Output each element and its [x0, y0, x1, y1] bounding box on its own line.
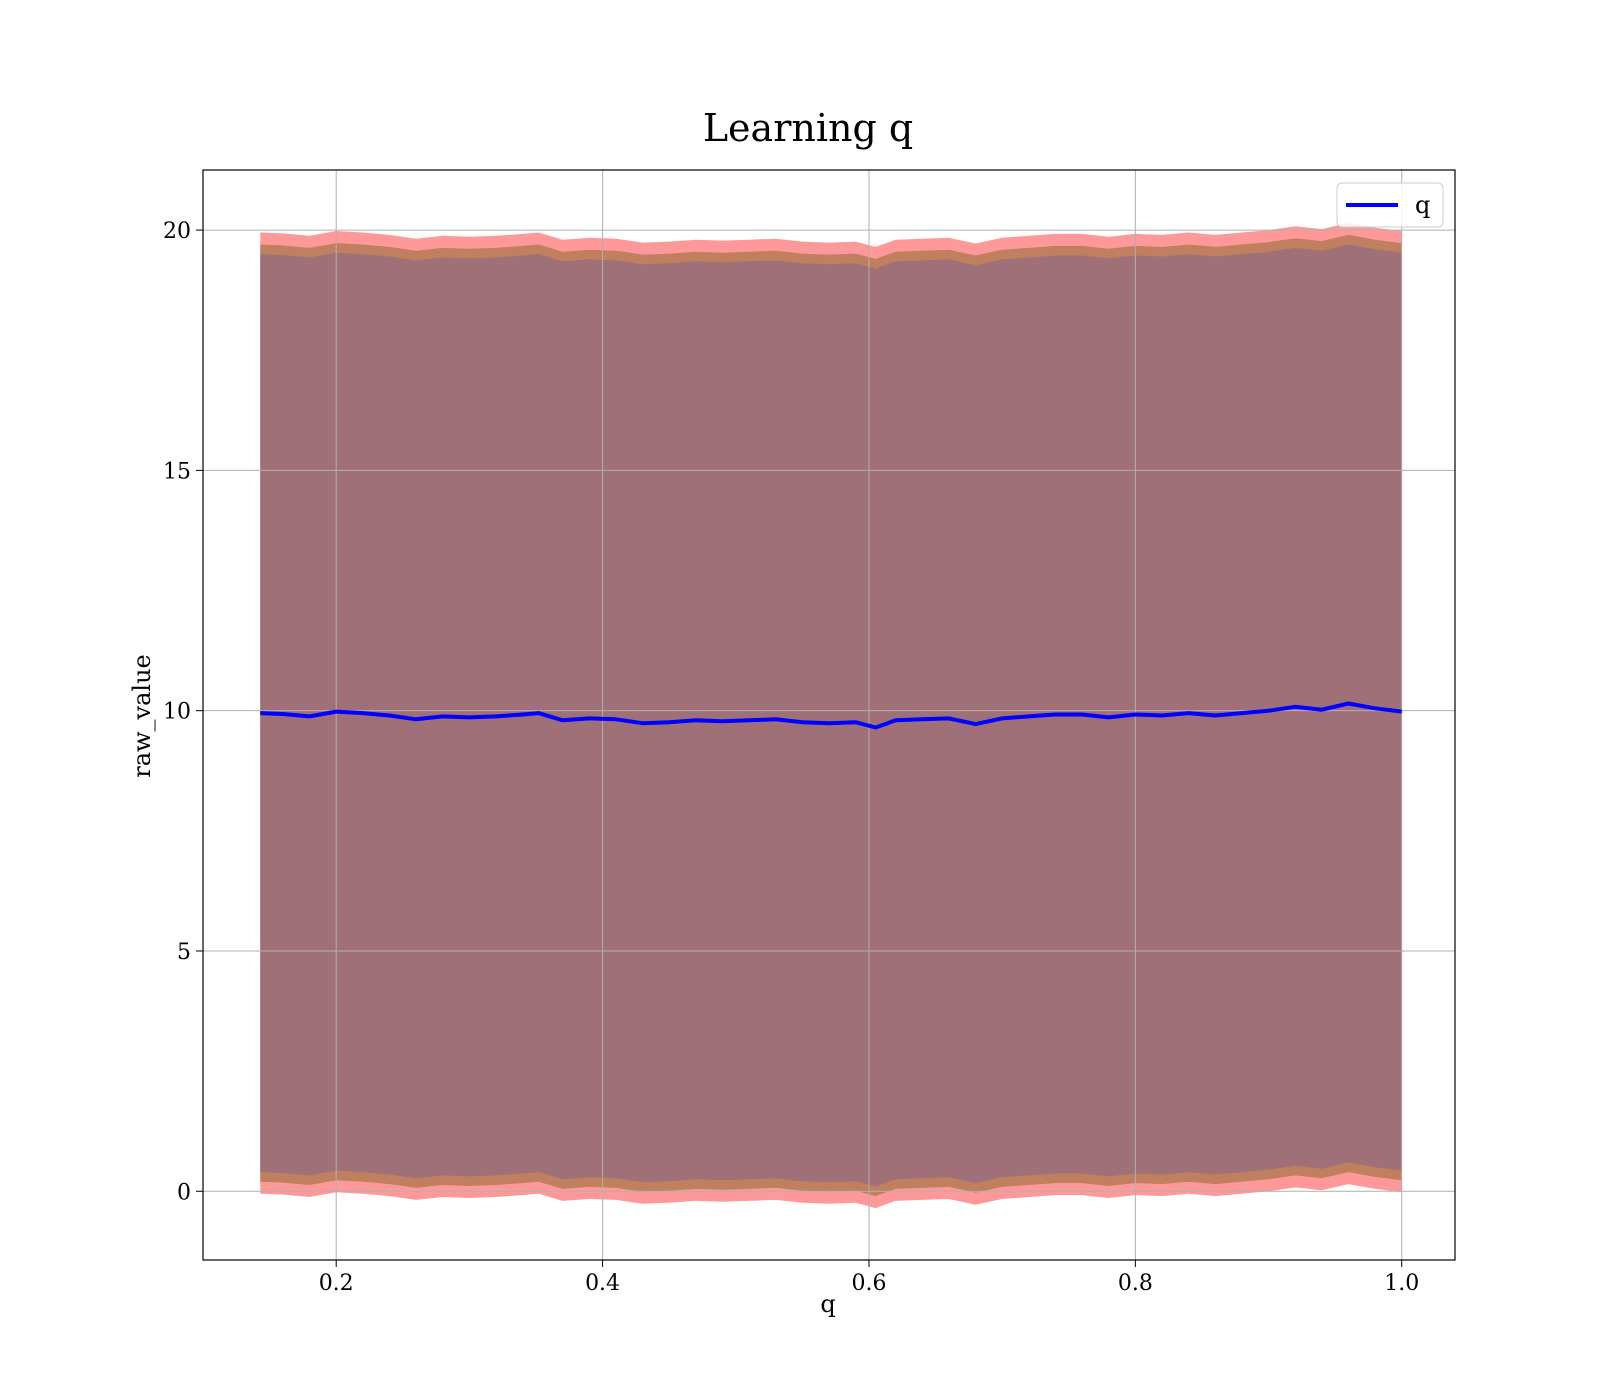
plot-frame — [202, 169, 1456, 1261]
y-tick-label: 5 — [177, 940, 191, 965]
y-axis-label: raw_value — [128, 654, 156, 778]
series-line-q — [260, 701, 1402, 730]
y-tick-label: 10 — [163, 700, 191, 725]
x-tick-label: 0.4 — [585, 1271, 620, 1296]
x-tick-label: 0.2 — [319, 1271, 354, 1296]
plot-area: 0.2 0.4 0.6 0.8 1.0 0 5 10 15 20 q — [163, 169, 1456, 1296]
x-axis-label: q — [820, 1290, 835, 1318]
chart-title: Learning q — [703, 106, 913, 150]
y-tick-label: 20 — [163, 219, 191, 244]
y-tick-label: 15 — [163, 459, 191, 484]
x-tick-label: 0.6 — [851, 1271, 886, 1296]
legend-label-q: q — [1415, 191, 1430, 219]
y-tick-label: 0 — [177, 1180, 191, 1205]
x-tick-label: 1.0 — [1384, 1271, 1419, 1296]
x-tick-label: 0.8 — [1118, 1271, 1153, 1296]
